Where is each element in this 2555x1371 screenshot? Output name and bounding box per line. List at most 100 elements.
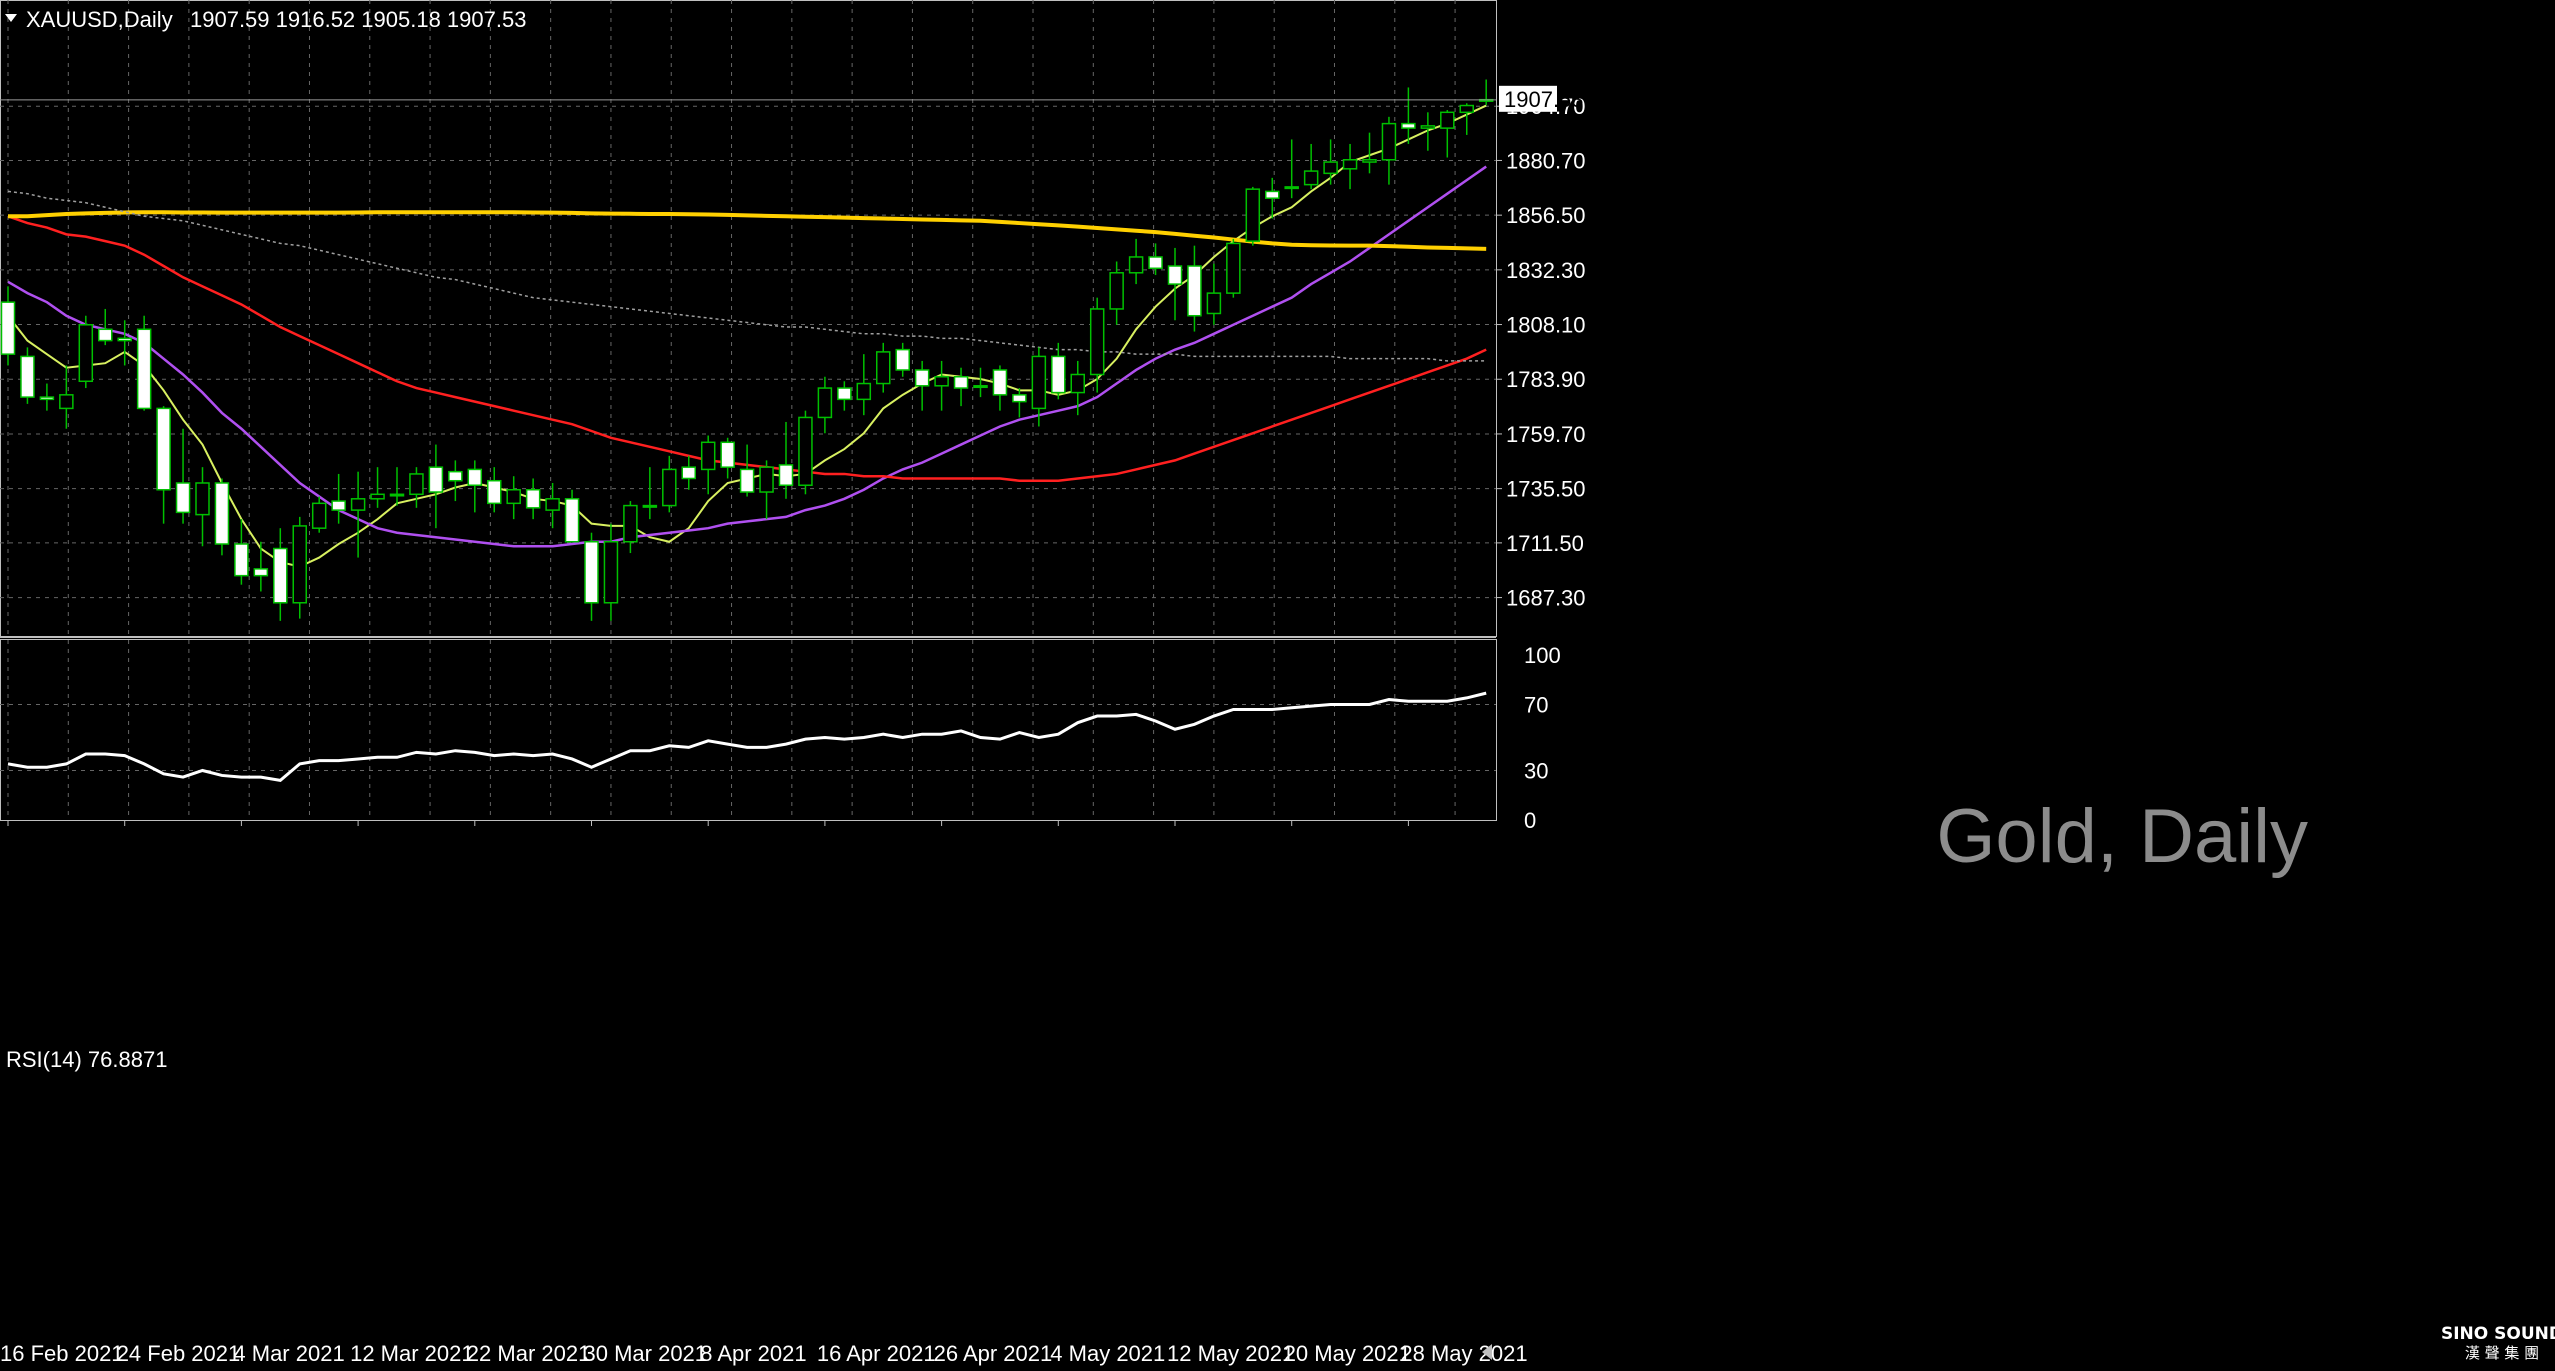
candle	[603, 523, 619, 621]
candle	[642, 467, 658, 520]
candle-body-bearish	[20, 355, 35, 398]
candle-body-bullish	[370, 493, 385, 500]
candle	[739, 444, 755, 497]
axes: 1687.30 1711.50 1735.50 1759.70 1783.90 1808.…	[0, 85, 1586, 1366]
candle-body-bearish	[739, 468, 755, 493]
candle	[0, 286, 16, 366]
candle	[700, 435, 716, 495]
candle	[20, 347, 35, 404]
candle-body-bullish	[759, 466, 774, 493]
candle-body-bearish	[681, 466, 696, 480]
candle-body-bullish	[195, 482, 210, 516]
candle	[253, 541, 269, 592]
candle	[428, 444, 444, 529]
candle-body-bearish	[1187, 265, 1202, 317]
moving-average-line-ma-20	[7, 165, 1487, 548]
candle	[545, 482, 560, 529]
dropdown-triangle-icon[interactable]	[5, 14, 17, 22]
candle-body-bullish	[700, 441, 716, 471]
candle-body-bearish	[953, 376, 969, 389]
candle-body-bullish	[292, 525, 307, 604]
candle	[953, 367, 969, 407]
candle-body-bullish	[642, 504, 658, 508]
chart-shift-icon[interactable]	[1482, 1344, 1492, 1360]
rsi-tick-label: 30	[1524, 759, 1548, 784]
candle-body-bearish	[778, 464, 794, 486]
candle-body-bullish	[1420, 125, 1436, 129]
candle	[992, 365, 1008, 411]
candle	[273, 528, 288, 621]
candle	[1031, 347, 1047, 427]
candle-body-bearish	[175, 482, 191, 514]
candle	[1109, 261, 1124, 325]
y-tick-label: 1832.30	[1506, 258, 1586, 283]
candle	[798, 410, 813, 495]
candle-body-bullish	[623, 504, 638, 543]
candle-body-bullish	[545, 498, 560, 511]
candle	[234, 519, 249, 585]
candle	[914, 360, 930, 411]
candle-body-bullish	[1381, 122, 1397, 161]
candle-body-bearish	[331, 500, 346, 511]
candle-body-bearish	[117, 337, 132, 342]
moving-average-line-ma-100	[8, 210, 1487, 251]
candle	[409, 467, 424, 508]
candle	[1051, 342, 1066, 400]
candle	[1128, 238, 1144, 285]
x-tick-label: 12 May 2021	[1167, 1341, 1294, 1366]
candle-body-bullish	[1245, 188, 1261, 242]
candle-body-bullish	[973, 385, 988, 389]
candle-body-bullish	[1284, 186, 1299, 190]
candle	[759, 460, 774, 520]
candle	[934, 360, 949, 411]
candle	[1303, 143, 1319, 190]
candle	[350, 471, 366, 558]
candle	[117, 320, 132, 366]
candle-body-bullish	[389, 493, 405, 497]
candle	[564, 489, 580, 543]
candle-body-bullish	[1303, 170, 1319, 186]
candle-body-bearish	[39, 396, 55, 401]
candle	[1187, 245, 1202, 332]
candle-body-bearish	[1265, 190, 1280, 199]
candle-body-bullish	[662, 468, 677, 507]
candle-body-bearish	[837, 387, 852, 401]
rsi-indicator	[7, 691, 1487, 782]
y-tick-label: 1687.30	[1506, 586, 1586, 611]
candle-body-bullish	[1109, 272, 1124, 310]
rsi-tick-label: 100	[1524, 643, 1561, 668]
candle	[292, 516, 307, 619]
candle	[448, 460, 463, 502]
candle-body-bearish	[467, 468, 483, 486]
candle-body-bearish	[253, 568, 269, 577]
candle-body-bullish	[603, 540, 619, 604]
candle	[98, 308, 113, 346]
candle	[1265, 177, 1280, 219]
rsi-label: RSI(14) 76.8871	[6, 1047, 167, 1072]
candle-body-bearish	[720, 441, 735, 468]
candle	[584, 532, 599, 621]
candle-body-bullish	[1128, 256, 1144, 274]
candle	[837, 381, 852, 411]
candle	[156, 406, 171, 524]
y-tick-label: 1808.10	[1506, 313, 1586, 338]
candle	[1284, 139, 1299, 199]
candle	[39, 383, 55, 411]
candle	[876, 342, 891, 393]
candle-body-bullish	[1342, 159, 1358, 170]
candle-body-bullish	[78, 324, 94, 383]
ohlc-readout: 1907.59 1916.52 1905.18 1907.53	[190, 7, 526, 32]
candle-body-bullish	[1206, 292, 1222, 315]
x-tick-label: 20 May 2021	[1284, 1341, 1411, 1366]
candle	[973, 367, 988, 398]
x-tick-label: 28 May 2021	[1400, 1341, 1527, 1366]
rsi-line	[7, 691, 1487, 782]
candle	[487, 467, 502, 513]
candle-body-bearish	[487, 479, 502, 505]
candle	[817, 376, 833, 434]
candle	[1420, 112, 1436, 151]
candle	[856, 354, 872, 416]
candle-body-bearish	[136, 328, 152, 410]
candle-body-bearish	[1401, 122, 1416, 129]
